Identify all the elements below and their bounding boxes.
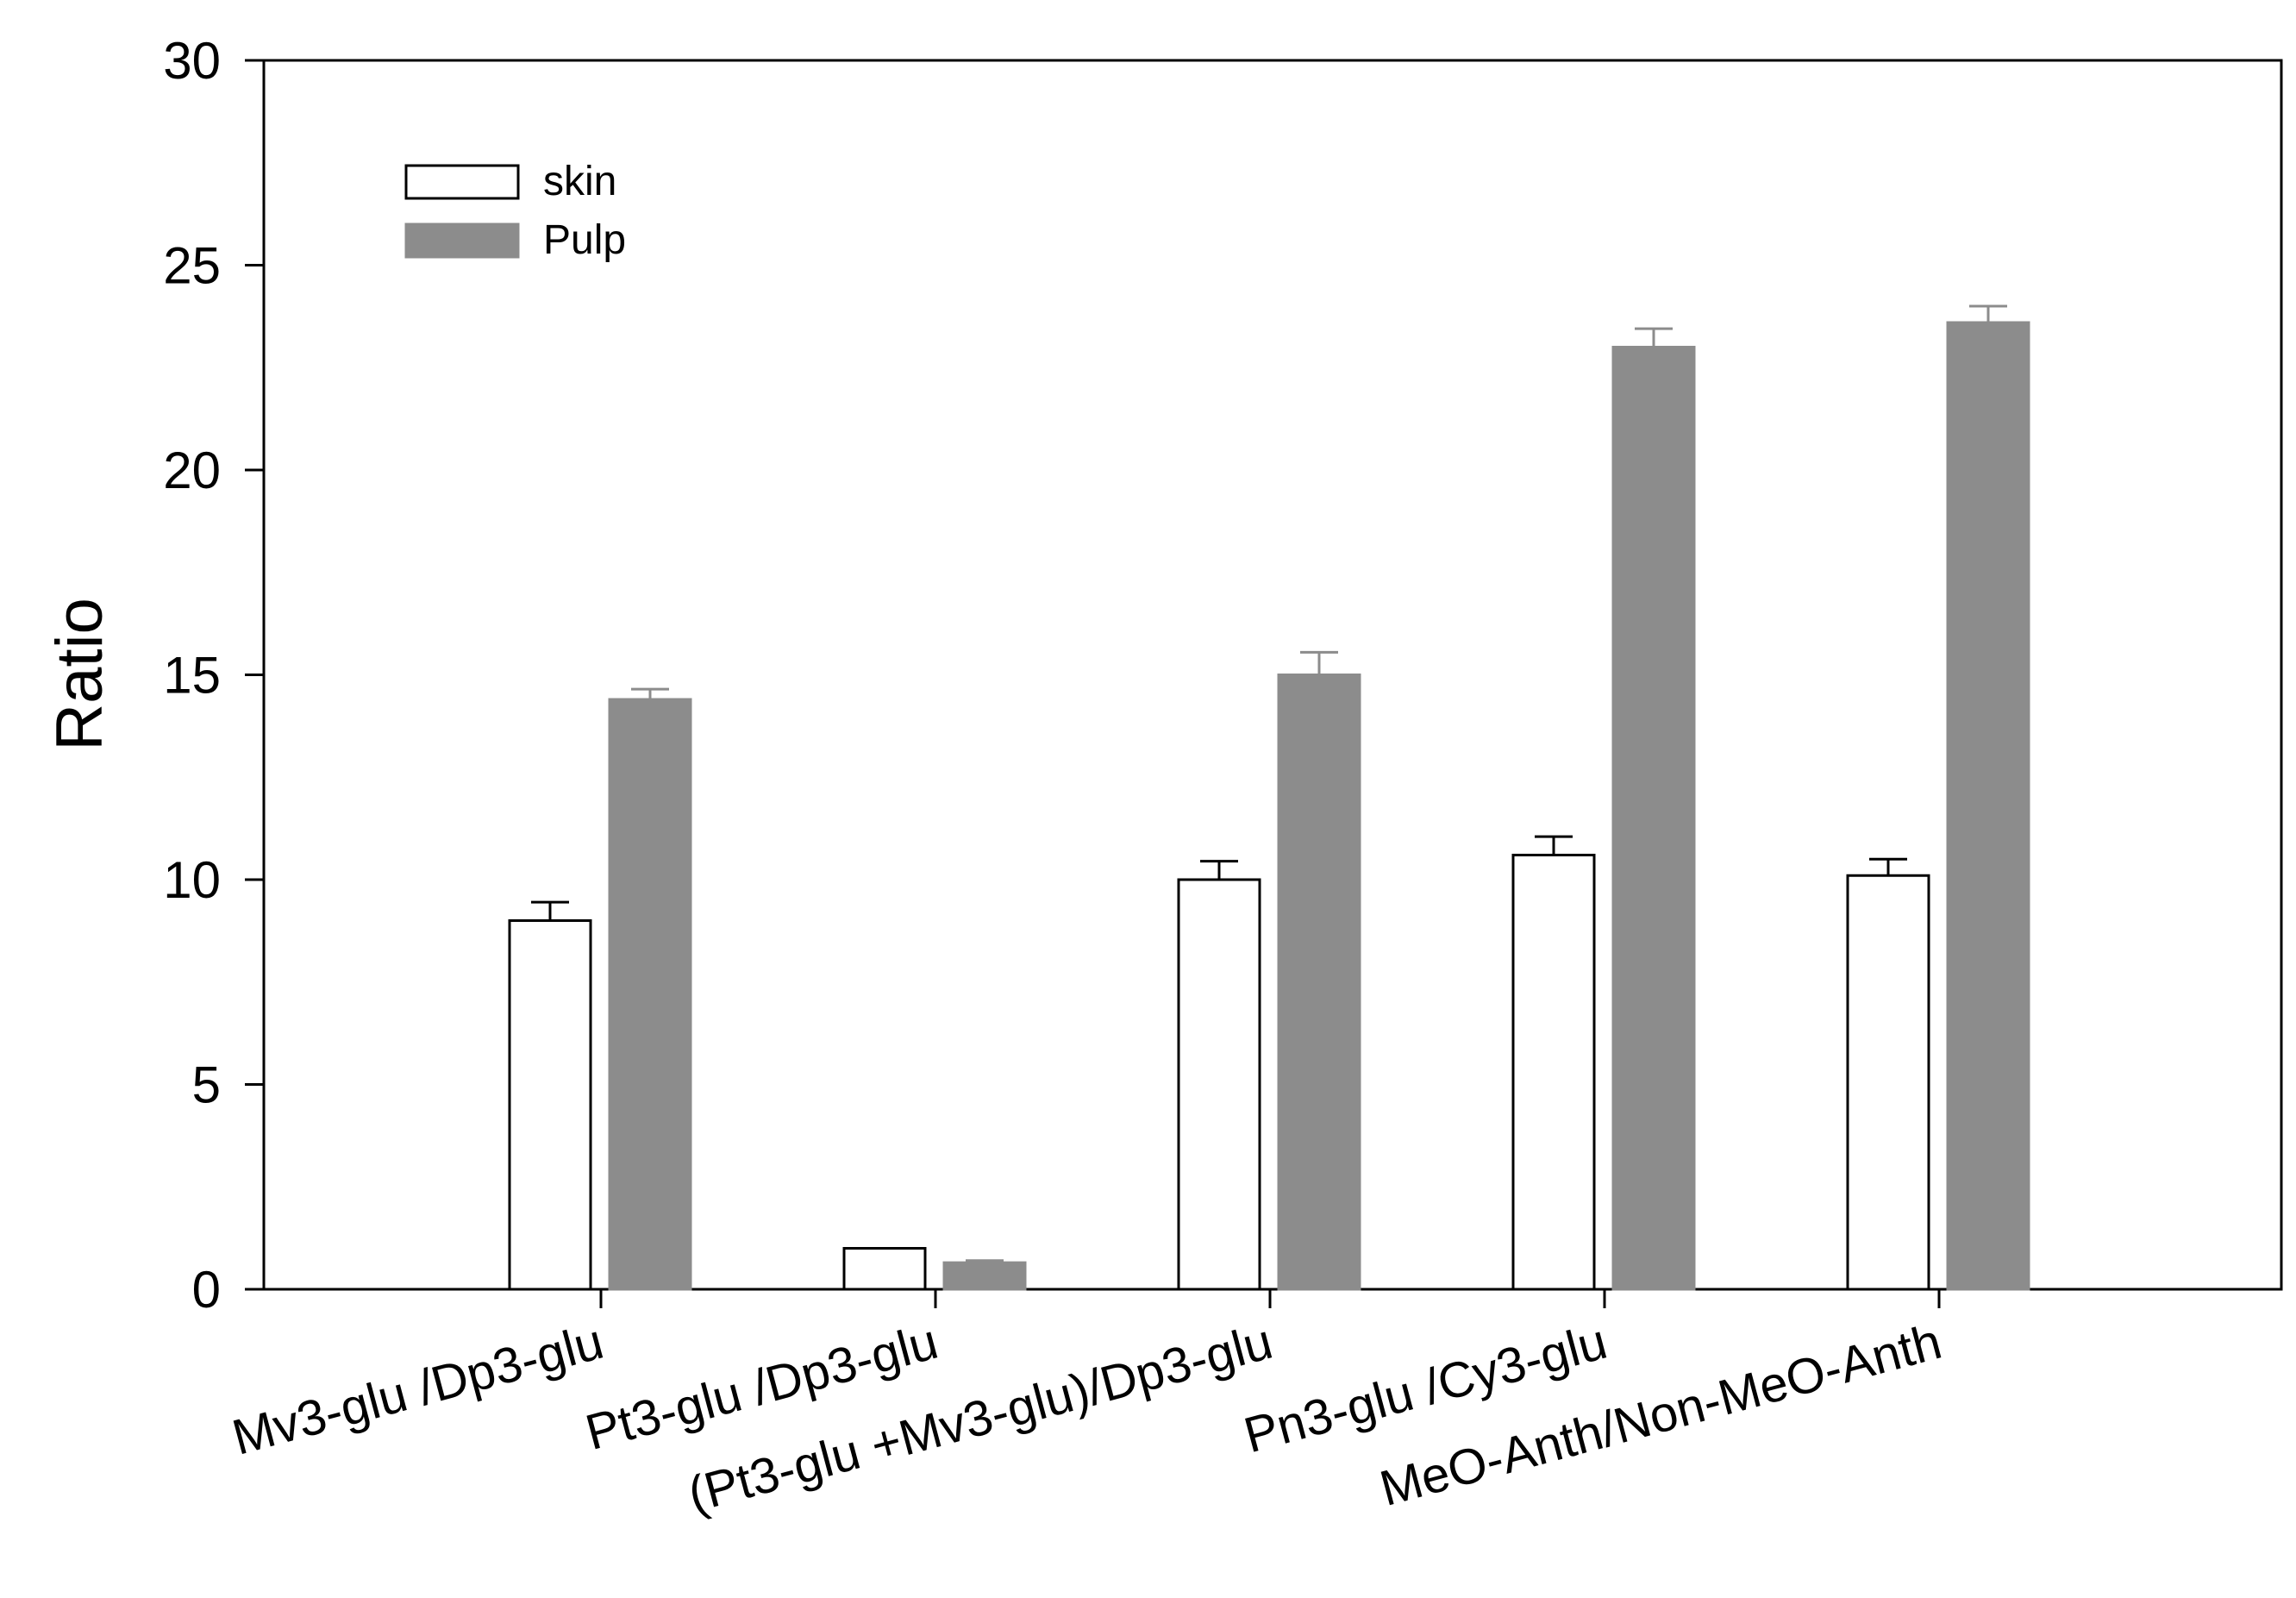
y-tick-label: 15 xyxy=(163,647,221,705)
error-bars xyxy=(531,304,2007,1263)
bar-skin-5 xyxy=(1846,874,1930,1291)
y-tick-label: 30 xyxy=(163,32,221,90)
category-label: (Pt3-glu +Mv3-glu)/Dp3-glu xyxy=(682,1313,1278,1523)
bar-pulp-1 xyxy=(608,698,692,1291)
category-label: MeO-Anth/Non-MeO-Anth xyxy=(1374,1313,1947,1517)
bar-skin-4 xyxy=(1511,854,1596,1291)
legend-label-skin: skin xyxy=(543,159,616,204)
y-axis: 0 5 10 15 20 25 30 xyxy=(163,32,264,1319)
y-tick-label: 20 xyxy=(163,442,221,499)
bar-pulp-4 xyxy=(1611,346,1696,1291)
y-tick-label: 5 xyxy=(192,1056,221,1114)
bar-pulp-5 xyxy=(1946,321,2030,1291)
bar-skin-3 xyxy=(1177,878,1261,1291)
bar-skin-1 xyxy=(508,919,592,1291)
legend-swatch-pulp xyxy=(404,222,520,259)
bar-skin-2 xyxy=(842,1247,927,1291)
y-tick-label: 0 xyxy=(192,1261,221,1319)
bar-pulp-3 xyxy=(1277,674,1361,1291)
y-tick-label: 25 xyxy=(163,237,221,295)
y-axis-title: Ratio xyxy=(43,598,116,750)
category-label: Mv3-glu /Dp3-glu xyxy=(227,1313,609,1466)
legend-label-pulp: Pulp xyxy=(543,217,626,263)
legend: skin Pulp xyxy=(404,159,626,263)
bars xyxy=(508,321,2030,1291)
bar-pulp-2 xyxy=(942,1261,1027,1291)
legend-swatch-skin xyxy=(404,164,520,200)
y-tick-label: 10 xyxy=(163,851,221,909)
